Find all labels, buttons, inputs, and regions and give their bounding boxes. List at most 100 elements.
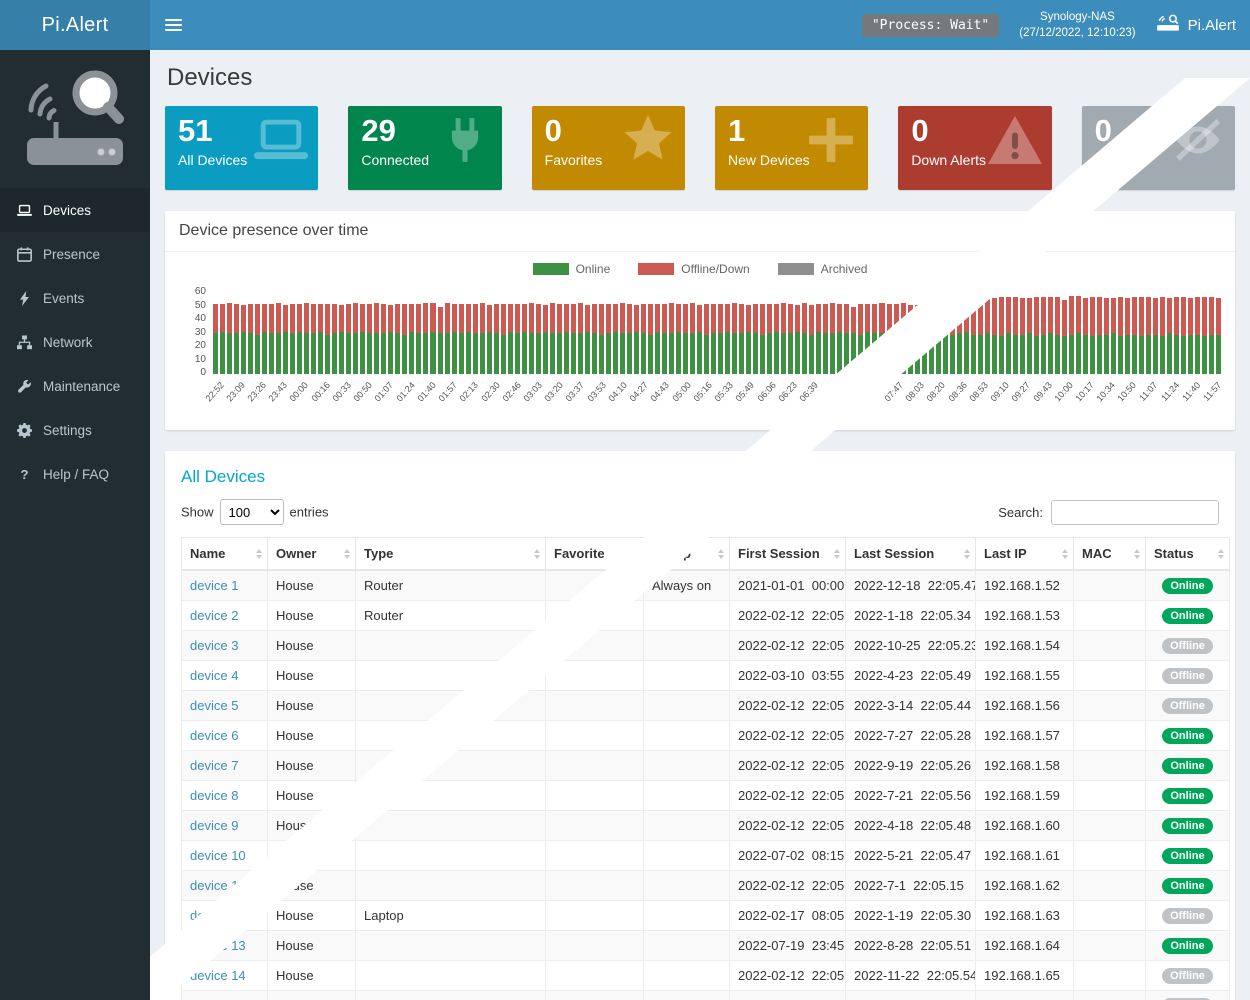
column-header-last-session[interactable]: Last Session — [845, 537, 976, 571]
search-input[interactable] — [1051, 499, 1219, 525]
device-name-link[interactable]: device 2 — [190, 608, 239, 623]
device-name-link[interactable]: device 7 — [190, 758, 239, 773]
column-header-first-session[interactable]: First Session — [729, 537, 846, 571]
offline-down-segment — [430, 302, 436, 332]
presence-bar — [1075, 295, 1081, 374]
sidebar-item-events[interactable]: Events — [0, 276, 150, 320]
offline-down-segment — [318, 304, 324, 332]
offline-down-segment — [570, 304, 576, 334]
sidebar-item-help-faq[interactable]: ? Help / FAQ — [0, 452, 150, 496]
online-segment — [388, 332, 394, 374]
cell-type: Router — [355, 600, 546, 631]
laptop-icon — [254, 115, 309, 170]
stat-card-new-devices[interactable]: 1 New Devices — [714, 106, 869, 190]
offline-down-segment — [1153, 298, 1159, 335]
column-header-group[interactable]: Group — [643, 537, 730, 571]
offline-down-segment — [704, 304, 710, 335]
cell-mac — [1073, 780, 1146, 811]
y-axis-tick: 40 — [194, 313, 206, 324]
cell-status: Online — [1145, 870, 1230, 901]
cell-last-ip: 192.168.1.59 — [975, 780, 1074, 811]
online-segment — [704, 334, 710, 374]
column-header-label: Group — [652, 546, 691, 561]
presence-bar — [718, 304, 724, 374]
brand-link[interactable]: Pi.Alert — [1156, 14, 1236, 36]
cell-last-session: 2022-8-28 22:05.51 — [845, 930, 976, 961]
sidebar-item-settings[interactable]: Settings — [0, 408, 150, 452]
column-header-mac[interactable]: MAC — [1073, 537, 1146, 571]
column-header-favorite[interactable]: Favorite — [545, 537, 644, 571]
column-header-name[interactable]: Name — [181, 537, 268, 571]
presence-bar — [858, 304, 864, 374]
offline-down-segment — [1139, 297, 1145, 337]
table-row: device 3 House 2022-02-12 22:05 2022-10-25 … — [181, 630, 1230, 661]
device-name-link[interactable]: device 12 — [190, 908, 246, 923]
device-name-link[interactable]: device 1 — [190, 578, 239, 593]
online-segment — [444, 333, 450, 374]
stat-card-connected[interactable]: 29 Connected — [348, 106, 502, 190]
device-name-link[interactable]: device 6 — [190, 728, 239, 743]
cell-mac — [1073, 990, 1146, 1000]
process-status-badge: "Process: Wait" — [861, 13, 1000, 37]
online-segment — [276, 333, 282, 374]
sidebar-toggle-button[interactable] — [150, 0, 196, 50]
presence-bar — [1096, 297, 1102, 374]
device-name-link[interactable]: device 5 — [190, 698, 239, 713]
offline-down-segment — [598, 304, 604, 335]
presence-bar — [514, 304, 520, 374]
presence-bar — [1153, 298, 1159, 374]
column-header-owner[interactable]: Owner — [267, 537, 356, 571]
cell-status: Offline — [1145, 990, 1230, 1000]
offline-down-segment — [1068, 295, 1074, 335]
sidebar-item-devices[interactable]: Devices — [0, 188, 150, 232]
cell-status: Offline — [1145, 660, 1230, 691]
entries-select[interactable]: 100 — [219, 499, 284, 525]
offline-down-segment — [725, 304, 731, 332]
device-name-link[interactable]: device 13 — [190, 938, 246, 953]
offline-down-segment — [1047, 297, 1053, 334]
bolt-icon — [15, 290, 33, 306]
sidebar-item-maintenance[interactable]: Maintenance — [0, 364, 150, 408]
presence-bar — [1188, 298, 1194, 374]
offline-down-segment — [367, 304, 373, 334]
chart-legend: Online Offline/Down Archived — [179, 262, 1221, 276]
device-name-link[interactable]: device 3 — [190, 638, 239, 653]
device-name-link[interactable]: device 11 — [190, 878, 245, 893]
sidebar-item-label: Help / FAQ — [43, 466, 110, 482]
device-name-link[interactable]: device 14 — [190, 968, 246, 983]
stat-card-down-alerts[interactable]: 0 Down Alerts — [898, 106, 1052, 190]
device-name-link[interactable]: device 4 — [190, 668, 239, 683]
stat-card-all-devices[interactable]: 51 All Devices — [165, 106, 319, 190]
x-axis-label: 05:33 — [712, 380, 736, 404]
online-segment — [423, 333, 429, 374]
main-content: Devices 51 All Devices 29 Connected 0 Favorit… — [150, 50, 1250, 1000]
device-name-link[interactable]: device 10 — [190, 848, 246, 863]
online-segment — [619, 333, 625, 374]
sidebar-item-presence[interactable]: Presence — [0, 232, 150, 276]
column-header-status[interactable]: Status — [1145, 537, 1230, 571]
x-axis-label: 04:43 — [648, 380, 672, 404]
offline-down-segment — [970, 299, 976, 335]
app-logo[interactable]: Pi.Alert — [0, 0, 150, 50]
x-axis-label: 10:50 — [1115, 380, 1139, 404]
cell-name: device 2 — [181, 600, 268, 631]
stat-card-favorites[interactable]: 0 Favorites — [531, 106, 685, 190]
column-header-last-ip[interactable]: Last IP — [975, 537, 1074, 571]
sidebar-item-network[interactable]: Network — [0, 320, 150, 364]
device-name-link[interactable]: device 8 — [190, 788, 239, 803]
online-segment — [781, 333, 787, 374]
column-header-type[interactable]: Type — [355, 537, 546, 571]
stat-card-archived[interactable]: 0 Archived — [1081, 106, 1235, 190]
cell-name: device 11 — [181, 870, 268, 901]
presence-bar — [332, 304, 338, 374]
online-segment — [339, 332, 345, 374]
cell-first-session: 2022-02-12 22:05 — [729, 630, 846, 661]
presence-bar — [486, 305, 492, 374]
device-name-link[interactable]: device 9 — [190, 818, 239, 833]
online-segment — [640, 333, 646, 374]
online-segment — [662, 333, 668, 374]
presence-bar — [725, 304, 731, 374]
cell-owner: House — [267, 810, 356, 841]
cell-last-ip: 192.168.1.65 — [975, 990, 1074, 1000]
